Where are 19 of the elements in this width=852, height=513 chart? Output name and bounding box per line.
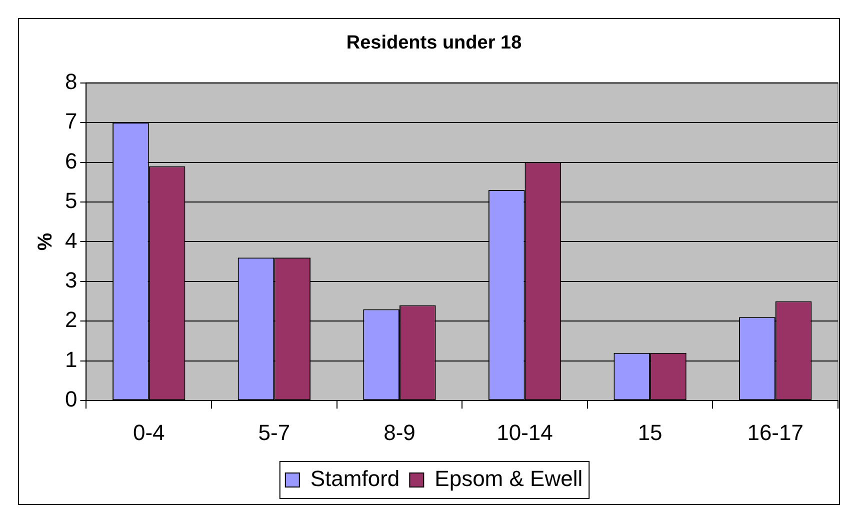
y-axis-title: % bbox=[34, 232, 57, 251]
x-tick-label: 16-17 bbox=[747, 420, 804, 445]
legend-label: Epsom & Ewell bbox=[434, 466, 583, 492]
x-tick-label: 8-9 bbox=[384, 420, 416, 445]
y-tick-label: 7 bbox=[64, 108, 78, 134]
y-tick-label: 8 bbox=[64, 68, 78, 94]
y-tick-label: 4 bbox=[64, 228, 78, 253]
y-tick-label: 3 bbox=[64, 267, 78, 292]
y-tick-label: 2 bbox=[64, 307, 78, 332]
y-tick-label: 0 bbox=[64, 386, 78, 412]
x-tick-label: 10-14 bbox=[496, 420, 553, 445]
x-tick-label: 0-4 bbox=[132, 420, 165, 445]
chart-title: Residents under 18 bbox=[346, 32, 522, 54]
y-tick-label: 1 bbox=[64, 346, 78, 372]
x-tick-label: 5-7 bbox=[258, 420, 290, 445]
y-tick-label: 5 bbox=[64, 188, 78, 214]
y-tick-label: 6 bbox=[64, 148, 78, 174]
legend-label: Stamford bbox=[310, 466, 400, 492]
x-tick-label: 15 bbox=[638, 420, 662, 445]
